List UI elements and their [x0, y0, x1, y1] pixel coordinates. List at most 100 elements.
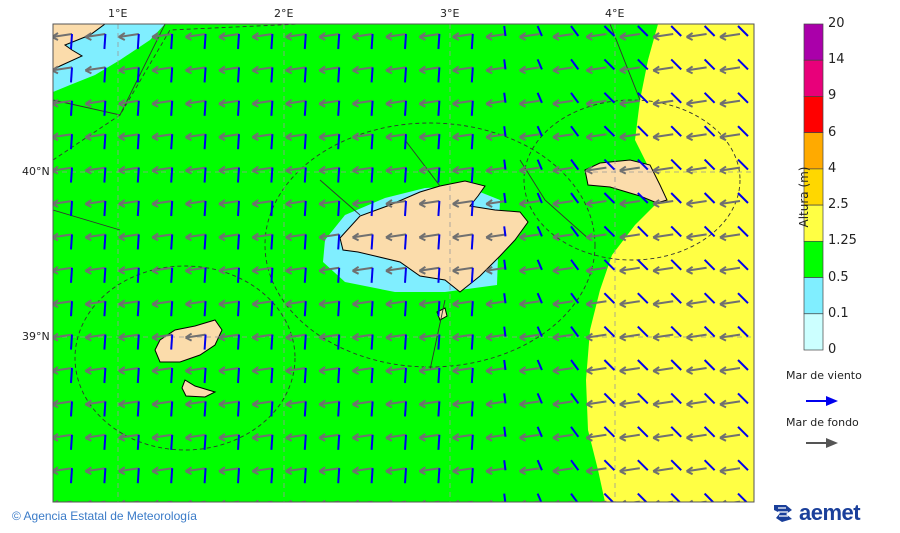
swell-arrow-head [218, 232, 226, 239]
swell-arrow-head [585, 165, 593, 172]
swell-arrow-head [118, 466, 126, 473]
coastal-zone-dashed-lines [53, 24, 741, 451]
swell-arrow-head [452, 69, 460, 75]
swell-arrow-head [120, 499, 126, 502]
colorbar-segment [803, 59, 824, 97]
swell-arrow-head [318, 98, 326, 105]
swell-arrow [519, 367, 540, 372]
wind-sea-arrow [737, 325, 749, 338]
colorbar-title: Altura (m) [797, 166, 811, 228]
swell-arrow [719, 66, 741, 72]
swell-arrow-head [418, 36, 426, 41]
wind-sea-arrow [136, 100, 140, 116]
wind-sea-arrow [536, 326, 543, 337]
swell-arrow-head [285, 403, 293, 409]
swell-arrow-head [686, 236, 694, 242]
swell-arrow-head [385, 102, 393, 108]
swell-arrow-head [352, 269, 360, 275]
swell-arrow [319, 33, 340, 38]
swell-arrow-head [485, 299, 493, 306]
swell-arrow [218, 33, 240, 38]
swell-arrow-head [285, 165, 293, 172]
wind-sea-arrow [703, 192, 716, 204]
swell-arrow [152, 99, 173, 105]
wind-sea-arrow [170, 401, 174, 417]
swell-arrow [486, 400, 507, 406]
wind-sea-arrow [303, 367, 307, 384]
swell-arrow [218, 233, 240, 239]
swell-arrow-head [385, 399, 393, 406]
swell-arrow [686, 300, 707, 306]
wind-sea-arrow [136, 67, 140, 83]
swell-arrow-head [652, 169, 660, 175]
swell-arrow-head [552, 199, 560, 205]
swell-arrow [185, 33, 206, 38]
swell-arrow [419, 467, 440, 473]
swell-arrow-head [251, 269, 259, 275]
wind-sea-arrow [237, 100, 240, 116]
swell-arrow-head [619, 65, 627, 72]
swell-arrow-head [118, 232, 126, 239]
wind-sea-arrow [503, 92, 507, 103]
swell-arrow [385, 233, 407, 239]
wind-sea-arrow [503, 25, 507, 37]
swell-arrow [619, 99, 640, 105]
swell-arrow-head [519, 199, 527, 205]
swell-arrow-head [118, 132, 126, 139]
swell-arrow-head [619, 165, 627, 172]
wind-sea-arrow [536, 259, 543, 271]
swell-arrow-head [53, 232, 59, 238]
wind-sea-arrow [437, 401, 441, 417]
wind-sea-arrow [404, 234, 407, 250]
swell-arrow-head [485, 432, 493, 439]
swell-arrow-head [352, 432, 360, 439]
swell-arrow-head [318, 65, 326, 72]
swell-arrow-head [452, 132, 460, 139]
swell-arrow-head [552, 102, 560, 108]
swell-arrow [452, 433, 473, 439]
swell-arrow-head [285, 98, 293, 105]
swell-arrow-head [385, 232, 393, 239]
wind-sea-arrow [470, 401, 474, 417]
swell-arrow-head [418, 299, 426, 306]
wind-sea-arrow [370, 134, 374, 150]
wind-sea-arrow [570, 92, 580, 104]
swell-arrow-head [552, 336, 560, 342]
swell-arrow-head [318, 299, 326, 306]
swell-arrow-head [452, 32, 460, 38]
swell-arrow-head [452, 436, 460, 442]
swell-arrow [252, 333, 273, 339]
swell-arrow [152, 433, 173, 439]
swell-arrow [152, 200, 173, 205]
wind-sea-arrow [603, 158, 616, 171]
swell-arrow [53, 333, 73, 339]
swell-arrow [419, 433, 440, 439]
swell-arrow [653, 133, 674, 139]
swell-arrow-head [686, 32, 694, 38]
swell-arrow-head [385, 366, 393, 372]
swell-arrow-head [352, 65, 360, 72]
wind-sea-arrow [570, 192, 580, 204]
swell-arrow [152, 166, 173, 172]
swell-arrow-head [84, 265, 92, 272]
swell-arrow [419, 333, 440, 339]
wind-sea-arrow [437, 67, 441, 83]
swell-arrow-head [84, 370, 92, 375]
swell-arrow-head [218, 32, 226, 38]
wind-sea-arrow [370, 234, 374, 250]
wind-sea-arrow [703, 58, 716, 71]
wind-sea-arrow [170, 267, 174, 283]
swell-arrow-head [118, 69, 126, 75]
swell-arrow-head [686, 132, 694, 139]
swell-arrow-head [552, 299, 560, 306]
swell-arrow-head [84, 236, 92, 242]
swell-arrow-head [720, 505, 726, 508]
swell-arrow-head [285, 36, 293, 41]
swell-arrow [385, 200, 407, 205]
swell-arrow [218, 300, 240, 306]
swell-arrow [619, 133, 640, 139]
wind-sea-arrow [703, 259, 716, 271]
swell-arrow-head [84, 336, 92, 342]
swell-arrow-head [619, 403, 627, 409]
swell-arrow-head [352, 366, 360, 372]
